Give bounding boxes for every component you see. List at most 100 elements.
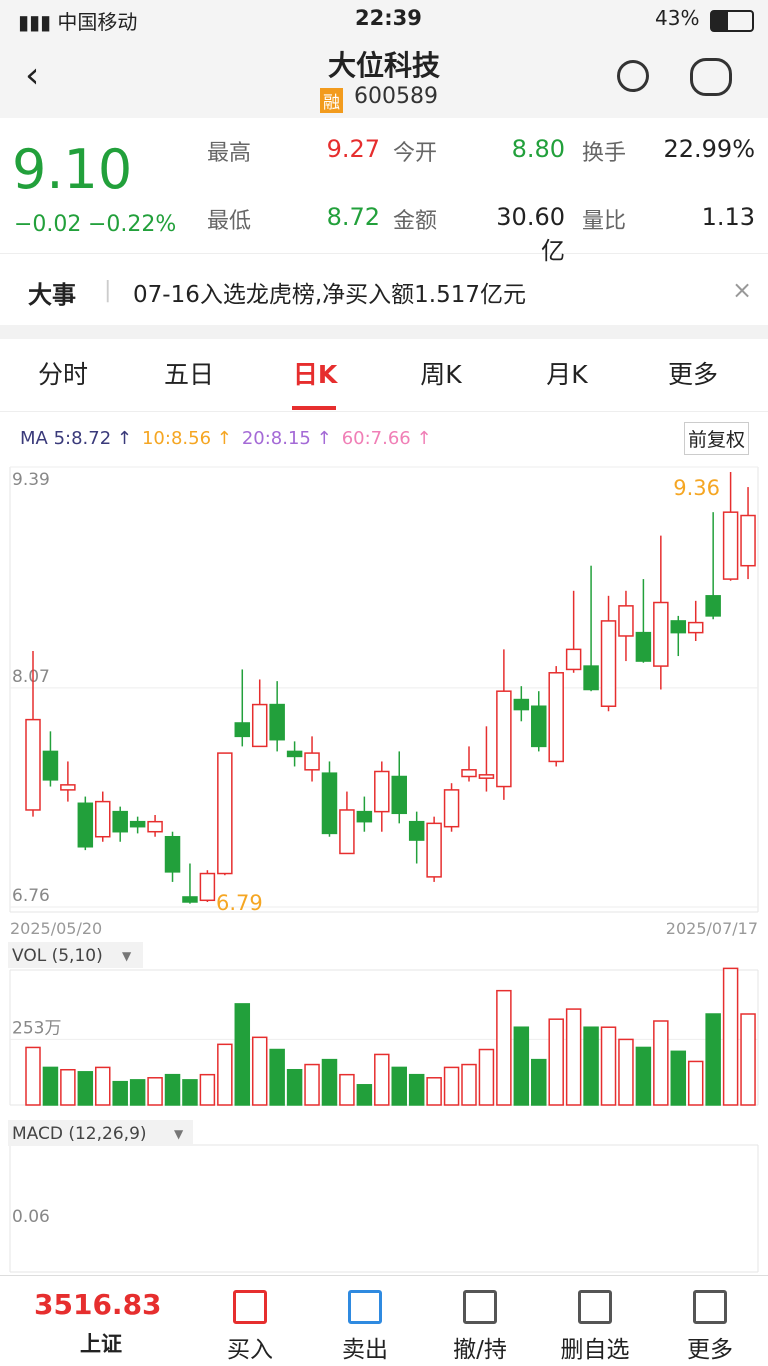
candle-body — [286, 750, 303, 758]
index-value: 3516.83 — [34, 1288, 162, 1321]
volume-bar — [25, 1046, 41, 1106]
candle-body — [705, 595, 721, 617]
stat-label: 量比 — [582, 209, 627, 234]
nav-icon[interactable] — [233, 1290, 267, 1324]
volume-bar — [286, 1068, 303, 1106]
y-tick-label: 9.39 — [12, 470, 50, 490]
candle-body — [129, 820, 146, 828]
search-button[interactable] — [617, 60, 649, 92]
candle-body — [60, 784, 76, 791]
volume-bar — [251, 1036, 268, 1106]
tab[interactable]: 分时 — [37, 360, 88, 389]
close-news[interactable]: × — [732, 276, 753, 304]
margin-badge: 融 — [320, 88, 343, 113]
candle-body — [461, 769, 477, 778]
stock-code: 600589 — [354, 84, 438, 109]
volume-bar — [653, 1020, 669, 1106]
volume-bar — [112, 1080, 128, 1106]
panel-title: MACD (12,26,9) — [12, 1124, 147, 1144]
candle-body — [635, 631, 652, 662]
tab[interactable]: 月K — [546, 360, 588, 389]
volume-bar — [478, 1048, 495, 1106]
stat-value: 8.80 — [511, 135, 565, 163]
volume-bar — [618, 1038, 634, 1106]
ma-item: 10:8.56 ↑ — [141, 428, 232, 449]
volume-bar — [269, 1048, 285, 1106]
volume-bar — [583, 1026, 599, 1106]
volume-bar — [600, 1026, 617, 1106]
y-tick-label: 6.76 — [12, 886, 50, 906]
nav-icon[interactable] — [693, 1290, 727, 1324]
candle-body — [356, 810, 373, 823]
nav-label[interactable]: 卖出 — [342, 1337, 388, 1363]
volume-bar — [234, 1003, 251, 1106]
service-button[interactable] — [690, 58, 732, 96]
volume-bar — [687, 1060, 704, 1106]
candle-body — [443, 789, 460, 828]
nav-label[interactable]: 删自选 — [560, 1337, 630, 1363]
x-tick-label: 2025/05/20 — [10, 919, 102, 938]
back-button[interactable]: ‹ — [25, 55, 40, 96]
carrier: ▮▮▮ 中国移动 — [18, 10, 138, 34]
candle-body — [321, 772, 338, 835]
y-tick-label: 253万 — [12, 1018, 61, 1038]
candle-body — [25, 718, 41, 811]
battery-icon — [710, 10, 754, 32]
divider — [0, 253, 768, 254]
volume-bar — [147, 1077, 163, 1106]
candle-body — [77, 802, 94, 848]
volume-bar — [426, 1077, 442, 1106]
y-tick-label: 8.07 — [12, 667, 50, 687]
volume-bar — [77, 1071, 94, 1106]
tab[interactable]: 周K — [420, 360, 462, 389]
tab-underline — [292, 406, 336, 410]
candle-body — [618, 605, 634, 637]
stat-value: 8.72 — [326, 203, 380, 231]
panel-header-bg — [8, 1120, 193, 1146]
nav-icon[interactable] — [463, 1290, 497, 1324]
index-name: 上证 — [80, 1332, 122, 1356]
volume-bar — [356, 1084, 373, 1106]
nav-icon[interactable] — [348, 1290, 382, 1324]
volume-bar — [374, 1053, 390, 1106]
nav-label[interactable]: 更多 — [687, 1337, 733, 1363]
tab[interactable]: 五日 — [163, 360, 214, 389]
carrier-text: 中国移动 — [57, 10, 138, 34]
nav-label[interactable]: 买入 — [227, 1337, 273, 1363]
news-text[interactable]: 07-16入选龙虎榜,净买入额1.517亿元 — [133, 282, 526, 308]
volume-bar — [95, 1066, 111, 1106]
volume-bar — [705, 1013, 721, 1106]
candle-body — [42, 750, 59, 781]
volume-bar — [565, 1008, 582, 1106]
dropdown: ▼ — [122, 949, 132, 963]
news-tag: 大事 — [28, 281, 76, 309]
volume-bar — [304, 1063, 320, 1106]
tab[interactable]: 更多 — [667, 360, 718, 389]
x-tick-label: 2025/07/17 — [666, 919, 758, 938]
candle-body — [147, 820, 163, 833]
low-annotation: 6.79 — [216, 891, 263, 915]
volume-bar — [391, 1066, 407, 1106]
candle-body — [513, 698, 530, 711]
stat-label: 换手 — [582, 141, 627, 166]
chart: 9.39 8.07 6.76 2025/05/20 2025/07/17 9.36 6.79… — [8, 466, 759, 1273]
stock-name: 大位科技 — [327, 49, 440, 82]
stat-value: 30.60亿 — [496, 203, 565, 265]
candle-body — [164, 835, 181, 873]
stat-label: 今开 — [393, 141, 438, 166]
volume-bar — [321, 1058, 338, 1106]
stat-value: 22.99% — [663, 135, 755, 163]
candle-body — [339, 809, 355, 855]
clock: 22:39 — [355, 6, 422, 30]
candle-body — [670, 620, 687, 634]
change-pct: −0.22% — [88, 212, 177, 237]
ma-legend: MA 5:8.72 ↑ 10:8.56 ↑ 20:8.15 ↑ 60:7.66 ↑ — [20, 428, 442, 449]
nav-icon[interactable] — [578, 1290, 612, 1324]
price: 9.10 — [12, 138, 133, 201]
adjust-button[interactable]: 前复权 — [684, 422, 750, 455]
nav-label[interactable]: 撤/持 — [453, 1337, 507, 1363]
stat-label: 金额 — [393, 209, 438, 234]
divider — [0, 1275, 768, 1276]
tab[interactable]: 日K — [292, 360, 338, 389]
